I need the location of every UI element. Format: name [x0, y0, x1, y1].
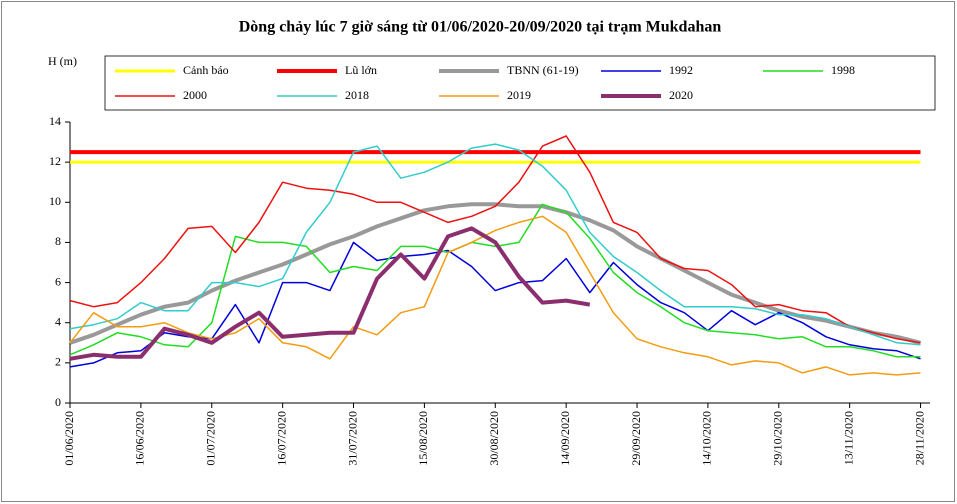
x-tick-label: 16/07/2020 [274, 411, 288, 466]
x-tick-label: 14/09/2020 [558, 411, 572, 466]
series-line [69, 143, 921, 346]
legend-label: Cảnh báo [183, 63, 229, 77]
series-line [69, 203, 921, 358]
y-tick-label: 12 [49, 154, 61, 168]
x-tick-label: 28/11/2020 [912, 411, 926, 465]
legend-label: TBNN (61-19) [507, 63, 579, 77]
legend-label: 2020 [669, 88, 693, 102]
series-line [69, 135, 921, 344]
x-tick-label: 29/10/2020 [771, 411, 785, 466]
y-tick-label: 4 [55, 314, 61, 328]
legend-label: 2019 [507, 88, 531, 102]
x-tick-label: 14/10/2020 [700, 411, 714, 466]
y-tick-label: 6 [55, 274, 61, 288]
x-tick-label: 29/09/2020 [629, 411, 643, 466]
x-tick-label: 13/11/2020 [841, 411, 855, 465]
y-axis-label: H (m) [48, 54, 77, 68]
y-tick-label: 0 [55, 395, 61, 409]
chart-title: Dòng chảy lúc 7 giờ sáng từ 01/06/2020-2… [239, 19, 722, 36]
x-tick-label: 31/07/2020 [345, 411, 359, 466]
x-tick-label: 16/06/2020 [133, 411, 147, 466]
legend-label: 1998 [831, 63, 855, 77]
legend-label: 2018 [345, 88, 369, 102]
legend [104, 55, 936, 111]
y-tick-label: 8 [55, 234, 61, 248]
x-tick-label: 01/07/2020 [204, 411, 218, 466]
x-tick-label: 01/06/2020 [62, 411, 76, 466]
series-line [69, 226, 591, 361]
series-line [69, 215, 921, 376]
y-tick-label: 2 [55, 355, 61, 369]
x-tick-label: 15/08/2020 [416, 411, 430, 466]
series-line [69, 202, 921, 345]
legend-label: Lũ lớn [345, 63, 377, 77]
legend-label: 2000 [183, 88, 207, 102]
y-tick-label: 10 [49, 194, 61, 208]
legend-label: 1992 [669, 63, 693, 77]
x-tick-label: 30/08/2020 [487, 411, 501, 466]
y-tick-label: 14 [49, 114, 61, 128]
